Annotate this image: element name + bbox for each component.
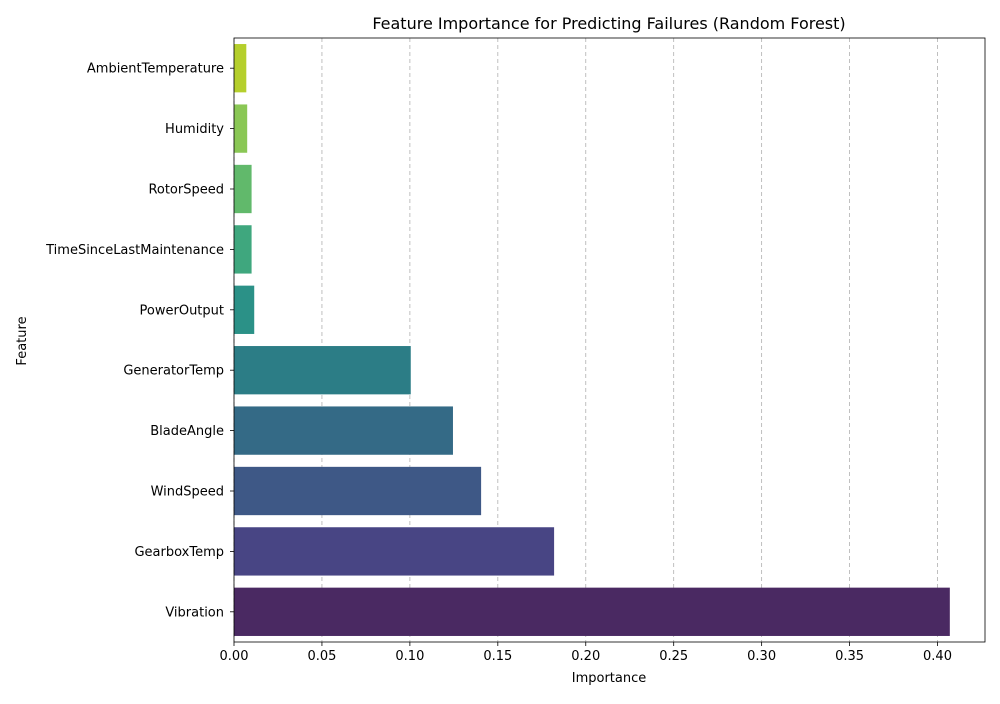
x-tick-label: 0.30 [747,649,776,664]
y-tick-label: WindSpeed [151,485,224,500]
bar [234,44,247,93]
x-tick-label: 0.25 [659,649,688,664]
y-tick-label: AmbientTemperature [87,62,224,77]
bar [234,527,555,576]
y-tick-label: BladeAngle [150,424,224,439]
x-tick-label: 0.15 [483,649,512,664]
axes-spines [233,37,986,643]
bar [234,406,453,455]
y-tick-labels: AmbientTemperature Humidity RotorSpeed Time… [45,62,234,620]
bar [234,104,248,153]
bar [234,164,252,214]
y-tick-label: PowerOutput [140,303,224,318]
bars-group [234,44,950,636]
chart-title: Feature Importance for Predicting Failur… [372,14,845,33]
y-tick-label: Vibration [165,605,224,620]
grid-lines [233,38,938,642]
x-tick-label: 0.00 [220,649,249,664]
x-axis-label: Importance [572,671,647,686]
bar [234,587,950,636]
y-tick-label: GearboxTemp [134,545,224,560]
x-tick-label: 0.05 [307,649,336,664]
bar [234,466,482,516]
y-axis-label: Feature [15,316,30,365]
y-tick-label: GeneratorTemp [123,364,224,379]
x-tick-labels: 0.00 0.05 0.10 0.15 0.20 0.25 0.30 0.35 0.40 [220,642,952,664]
plot-frame [233,37,986,643]
y-tick-label: Humidity [165,122,224,137]
y-tick-label: TimeSinceLastMaintenance [45,243,224,258]
x-tick-label: 0.20 [571,649,600,664]
bar [234,225,252,274]
bar [234,285,255,334]
y-tick-label: RotorSpeed [148,183,224,198]
x-tick-label: 0.40 [923,649,952,664]
bar [234,346,411,395]
x-tick-label: 0.35 [835,649,864,664]
x-tick-label: 0.10 [395,649,424,664]
